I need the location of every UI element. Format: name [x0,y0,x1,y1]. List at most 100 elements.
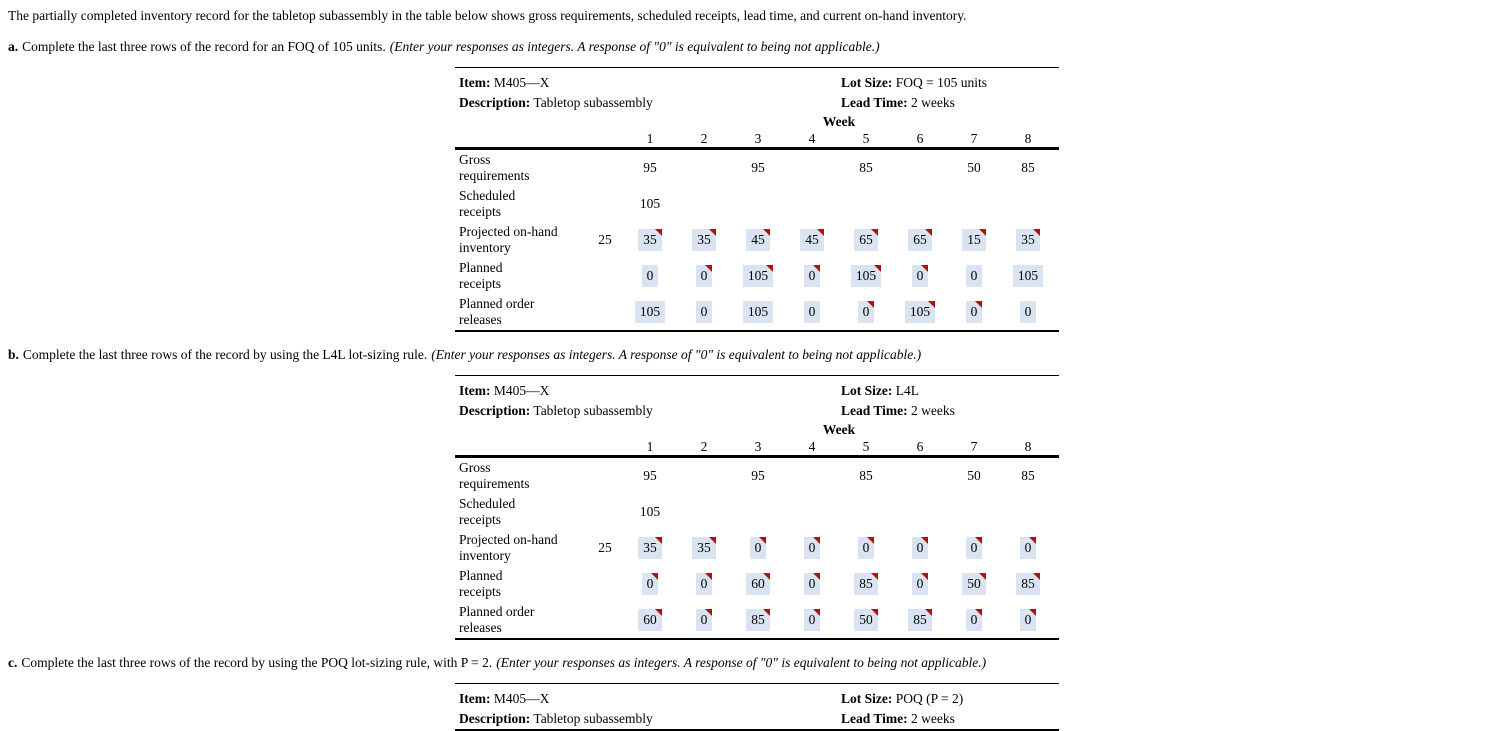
answer-cell[interactable]: 0 [857,301,875,323]
answer-flag-icon [654,537,662,544]
answer-cell[interactable]: 15 [962,229,986,251]
record-header-row: Description: Tabletop subassembly Lead T… [455,401,1059,421]
answer-cell[interactable]: 50 [962,573,986,595]
week-number: 6 [916,131,924,146]
answer-cell[interactable]: 35 [692,229,716,251]
answer-cell[interactable]: 105 [904,301,936,323]
answer-cell[interactable]: 0 [803,301,821,323]
answer-cell[interactable]: 0 [695,265,713,287]
answer-cell[interactable]: 0 [695,301,713,323]
week-number: 7 [970,131,978,146]
week-number: 7 [970,439,978,454]
answer-flag-icon [813,537,821,544]
row-label: Scheduled receipts [459,496,516,527]
answer-cell[interactable]: 105 [850,265,882,287]
answer-cell[interactable]: 0 [695,609,713,631]
answer-cell[interactable]: 0 [803,609,821,631]
week-cell: 0 [1001,301,1055,323]
answer-cell[interactable]: 45 [746,229,770,251]
week-cell: 95 [731,157,785,179]
answer-flag-icon [867,537,875,544]
answer-cell[interactable]: 45 [800,229,824,251]
answer-flag-icon [762,609,770,616]
week-cell: 0 [785,609,839,631]
week-header: Week [822,422,856,437]
week-number: 3 [754,131,762,146]
inventory-row: Planned order releases 105 0 105 0 0 105 0 0 [455,294,1059,330]
inventory-row: Projected on-hand inventory 25 35 35 45 45 65 65… [455,222,1059,258]
inventory-row: Planned receipts 0 0 60 0 85 0 50 85 [455,566,1059,602]
answer-cell[interactable]: 0 [965,537,983,559]
week-cell: 35 [677,537,731,559]
answer-cell[interactable]: 0 [641,573,659,595]
answer-cell[interactable]: 0 [1019,301,1037,323]
week-cell: 50 [947,573,1001,595]
week-number: 3 [754,439,762,454]
answer-flag-icon [975,609,983,616]
week-number: 5 [862,131,870,146]
answer-cell[interactable]: 85 [854,573,878,595]
answer-cell[interactable]: 0 [641,265,659,287]
answer-cell[interactable]: 0 [695,573,713,595]
answer-cell[interactable]: 0 [857,537,875,559]
answer-cell[interactable]: 60 [746,573,770,595]
value-cell: 105 [639,196,661,211]
answer-cell[interactable]: 0 [965,265,983,287]
inventory-row: Projected on-hand inventory 25 35 35 0 0 0 0 0 0 [455,530,1059,566]
week-cell: 45 [731,229,785,251]
week-cell: 95 [731,465,785,487]
answer-cell[interactable]: 0 [803,537,821,559]
answer-cell[interactable]: 0 [1019,609,1037,631]
answer-cell[interactable]: 0 [749,537,767,559]
answer-cell[interactable]: 105 [742,265,774,287]
part-a-instruction: Complete the last three rows of the reco… [22,39,386,54]
answer-cell[interactable]: 65 [854,229,878,251]
answer-cell[interactable]: 50 [854,609,878,631]
week-cell: 0 [839,301,893,323]
row-label: Projected on-hand inventory [459,224,558,255]
answer-flag-icon [705,265,713,272]
answer-cell[interactable]: 105 [634,301,666,323]
answer-cell[interactable]: 0 [803,265,821,287]
answer-cell[interactable]: 0 [911,265,929,287]
lot-size-label: Lot Size: [841,383,893,398]
description-value: Tabletop subassembly [533,95,653,110]
record-header-row: Item: M405—X Lot Size: FOQ = 105 units [455,73,1059,93]
answer-flag-icon [813,609,821,616]
answer-cell[interactable]: 85 [746,609,770,631]
answer-flag-icon [762,229,770,236]
answer-flag-icon [874,265,882,272]
item-label: Item: [459,383,491,398]
answer-cell[interactable]: 105 [1012,265,1044,287]
answer-cell[interactable]: 35 [638,537,662,559]
answer-cell[interactable]: 0 [1019,537,1037,559]
answer-cell[interactable]: 60 [638,609,662,631]
week-cell: 35 [677,229,731,251]
answer-cell[interactable]: 35 [638,229,662,251]
answer-flag-icon [975,301,983,308]
answer-cell[interactable]: 35 [692,537,716,559]
answer-cell[interactable]: 85 [908,609,932,631]
answer-flag-icon [654,229,662,236]
answer-cell[interactable]: 35 [1016,229,1040,251]
week-cell: 85 [893,609,947,631]
record-header-row: Item: M405—X Lot Size: L4L [455,381,1059,401]
week-cell: 50 [839,609,893,631]
answer-cell[interactable]: 0 [911,573,929,595]
week-cell: 85 [731,609,785,631]
row-label: Scheduled receipts [459,188,516,219]
week-number: 1 [646,131,654,146]
answer-cell[interactable]: 0 [803,573,821,595]
item-field: Item: M405—X [455,73,841,93]
answer-cell[interactable]: 0 [965,301,983,323]
answer-flag-icon [928,301,936,308]
answer-cell[interactable]: 65 [908,229,932,251]
answer-cell[interactable]: 0 [911,537,929,559]
answer-flag-icon [978,229,986,236]
answer-cell[interactable]: 0 [965,609,983,631]
answer-flag-icon [654,609,662,616]
answer-flag-icon [766,265,774,272]
answer-cell[interactable]: 85 [1016,573,1040,595]
value-cell: 95 [751,160,765,175]
answer-cell[interactable]: 105 [742,301,774,323]
